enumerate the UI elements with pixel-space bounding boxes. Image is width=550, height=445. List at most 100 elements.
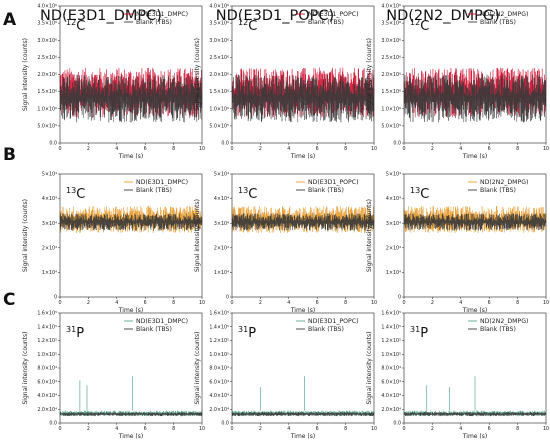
x-tick-label: 8 [344, 146, 347, 152]
x-tick-label: 2 [259, 300, 262, 306]
y-axis-label: Signal intensity (counts) [366, 332, 373, 405]
y-tick-label: 0.0 [393, 421, 401, 427]
series-line-blank [59, 213, 203, 231]
legend-entry: Blank (TBS) [308, 326, 344, 333]
legend-entry: Blank (TBS) [480, 187, 516, 194]
x-axis-label: Time (s) [462, 307, 487, 314]
x-tick-label: 8 [516, 300, 519, 306]
x-tick-label: 6 [488, 426, 491, 432]
legend-entry: ND(E3D1_DMPC) [136, 318, 188, 325]
y-tick-label: 2×10⁴ [214, 245, 229, 251]
y-tick-label: 1.5×10⁶ [381, 89, 401, 95]
isotope-element: C [248, 19, 257, 34]
y-axis-label: Signal intensity (counts) [194, 332, 201, 405]
y-tick-label: 1.5×10⁶ [37, 89, 57, 95]
x-tick-label: 4 [287, 300, 290, 306]
x-tick-label: 6 [144, 300, 147, 306]
y-tick-label: 1.6×10⁵ [381, 311, 401, 317]
chart-panel-a-1: 0.0 5.0×10⁵ 1.0×10⁶ 1.5×10⁶ 2.0×10⁶ 2.5×10⁶ 3.… [22, 4, 205, 160]
y-tick-label: 1.2×10⁵ [37, 338, 57, 344]
x-tick-label: 8 [344, 426, 347, 432]
y-tick-label: 0.0 [221, 141, 229, 147]
y-tick-label: 1.4×10⁵ [381, 324, 401, 330]
isotope-mass: 13 [410, 186, 420, 195]
series-line-blank [403, 411, 547, 417]
x-tick-label: 10 [543, 300, 549, 306]
x-axis-label: Time (s) [118, 153, 143, 160]
x-tick-label: 10 [543, 146, 549, 152]
column-title-1: ND(E3D1_DMPC) [40, 8, 162, 24]
y-tick-label: 5.0×10⁵ [381, 123, 401, 129]
y-tick-label: 3×10⁴ [42, 221, 57, 227]
series-line-blank [59, 411, 203, 417]
x-axis-label: Time (s) [462, 153, 487, 160]
x-tick-label: 2 [431, 146, 434, 152]
y-axis-label: Signal intensity (counts) [366, 38, 373, 111]
isotope-label: 13C [410, 186, 429, 202]
legend-entry: Blank (TBS) [308, 19, 344, 26]
x-tick-label: 2 [431, 300, 434, 306]
y-tick-label: 2.5×10⁶ [209, 55, 229, 61]
legend-entry: Blank (TBS) [136, 19, 172, 26]
y-tick-label: 1.5×10⁶ [209, 89, 229, 95]
legend-entry: Blank (TBS) [480, 19, 516, 26]
x-tick-label: 10 [371, 300, 377, 306]
x-tick-label: 6 [316, 300, 319, 306]
y-tick-label: 1×10⁴ [42, 270, 57, 276]
chart-panel-c-3: 0.0 2.0×10⁴ 4.0×10⁴ 6.0×10⁴ 8.0×10⁴ 1.0×10⁵ 1.… [366, 311, 549, 440]
series-line-blank [231, 74, 375, 123]
y-tick-label: 4.0×10⁶ [209, 4, 229, 10]
x-tick-label: 4 [287, 146, 290, 152]
legend-entry: Blank (TBS) [480, 326, 516, 333]
y-tick-label: 2.0×10⁶ [209, 72, 229, 78]
y-tick-label: 8.0×10⁴ [381, 366, 401, 372]
y-tick-label: 1.2×10⁵ [381, 338, 401, 344]
y-axis-label: Signal intensity (counts) [194, 38, 201, 111]
isotope-element: P [420, 326, 428, 341]
legend-entry: ND(2N2_DMPG) [480, 318, 528, 325]
y-tick-label: 3.5×10⁶ [37, 21, 57, 27]
y-tick-label: 0 [398, 295, 401, 301]
x-tick-label: 10 [371, 146, 377, 152]
y-tick-label: 2.0×10⁴ [381, 407, 401, 413]
y-tick-label: 0 [226, 295, 229, 301]
y-tick-label: 4×10⁴ [42, 196, 57, 202]
y-tick-label: 4.0×10⁶ [381, 4, 401, 10]
x-tick-label: 4 [459, 426, 462, 432]
x-axis-label: Time (s) [290, 433, 315, 440]
x-tick-label: 4 [287, 426, 290, 432]
y-tick-label: 2.0×10⁴ [37, 407, 57, 413]
isotope-mass: 13 [238, 186, 248, 195]
y-tick-label: 3.0×10⁶ [209, 38, 229, 44]
x-tick-label: 10 [199, 146, 205, 152]
x-tick-label: 0 [230, 300, 233, 306]
y-tick-label: 1.0×10⁵ [381, 352, 401, 358]
isotope-element: P [76, 326, 84, 341]
y-tick-label: 2.5×10⁶ [381, 55, 401, 61]
series-line-blank [59, 74, 203, 123]
plot-frame [59, 173, 203, 298]
chart-panel-b-1: 0 1×10⁴ 2×10⁴ 3×10⁴ 4×10⁴ 5×10⁴ 0 2 4 6 8 10 Time (s… [22, 172, 205, 314]
isotope-label: 12C [66, 18, 85, 34]
y-tick-label: 6.0×10⁴ [37, 379, 57, 385]
x-tick-label: 8 [516, 426, 519, 432]
isotope-element: C [76, 187, 85, 202]
x-tick-label: 8 [516, 146, 519, 152]
row-label-b: B [3, 145, 16, 165]
y-tick-label: 3×10⁴ [386, 221, 401, 227]
x-tick-label: 0 [402, 300, 405, 306]
row-label-a: A [3, 10, 17, 30]
y-tick-label: 1.6×10⁵ [209, 311, 229, 317]
chart-panel-b-2: 0 1×10⁴ 2×10⁴ 3×10⁴ 4×10⁴ 5×10⁴ 0 2 4 6 8 10 Time (s… [194, 172, 377, 314]
legend-entry: ND(2N2_DMPG) [480, 179, 528, 186]
y-tick-label: 0.0 [393, 141, 401, 147]
x-tick-label: 2 [259, 146, 262, 152]
series-line-blank [231, 213, 375, 231]
y-axis-label: Signal intensity (counts) [22, 332, 29, 405]
y-tick-label: 2×10⁴ [42, 245, 57, 251]
y-tick-label: 0 [54, 295, 57, 301]
isotope-mass: 31 [410, 325, 420, 334]
chart-panel-a-3: 0.0 5.0×10⁵ 1.0×10⁶ 1.5×10⁶ 2.0×10⁶ 2.5×10⁶ 3.… [366, 4, 549, 160]
y-tick-label: 3×10⁴ [214, 221, 229, 227]
